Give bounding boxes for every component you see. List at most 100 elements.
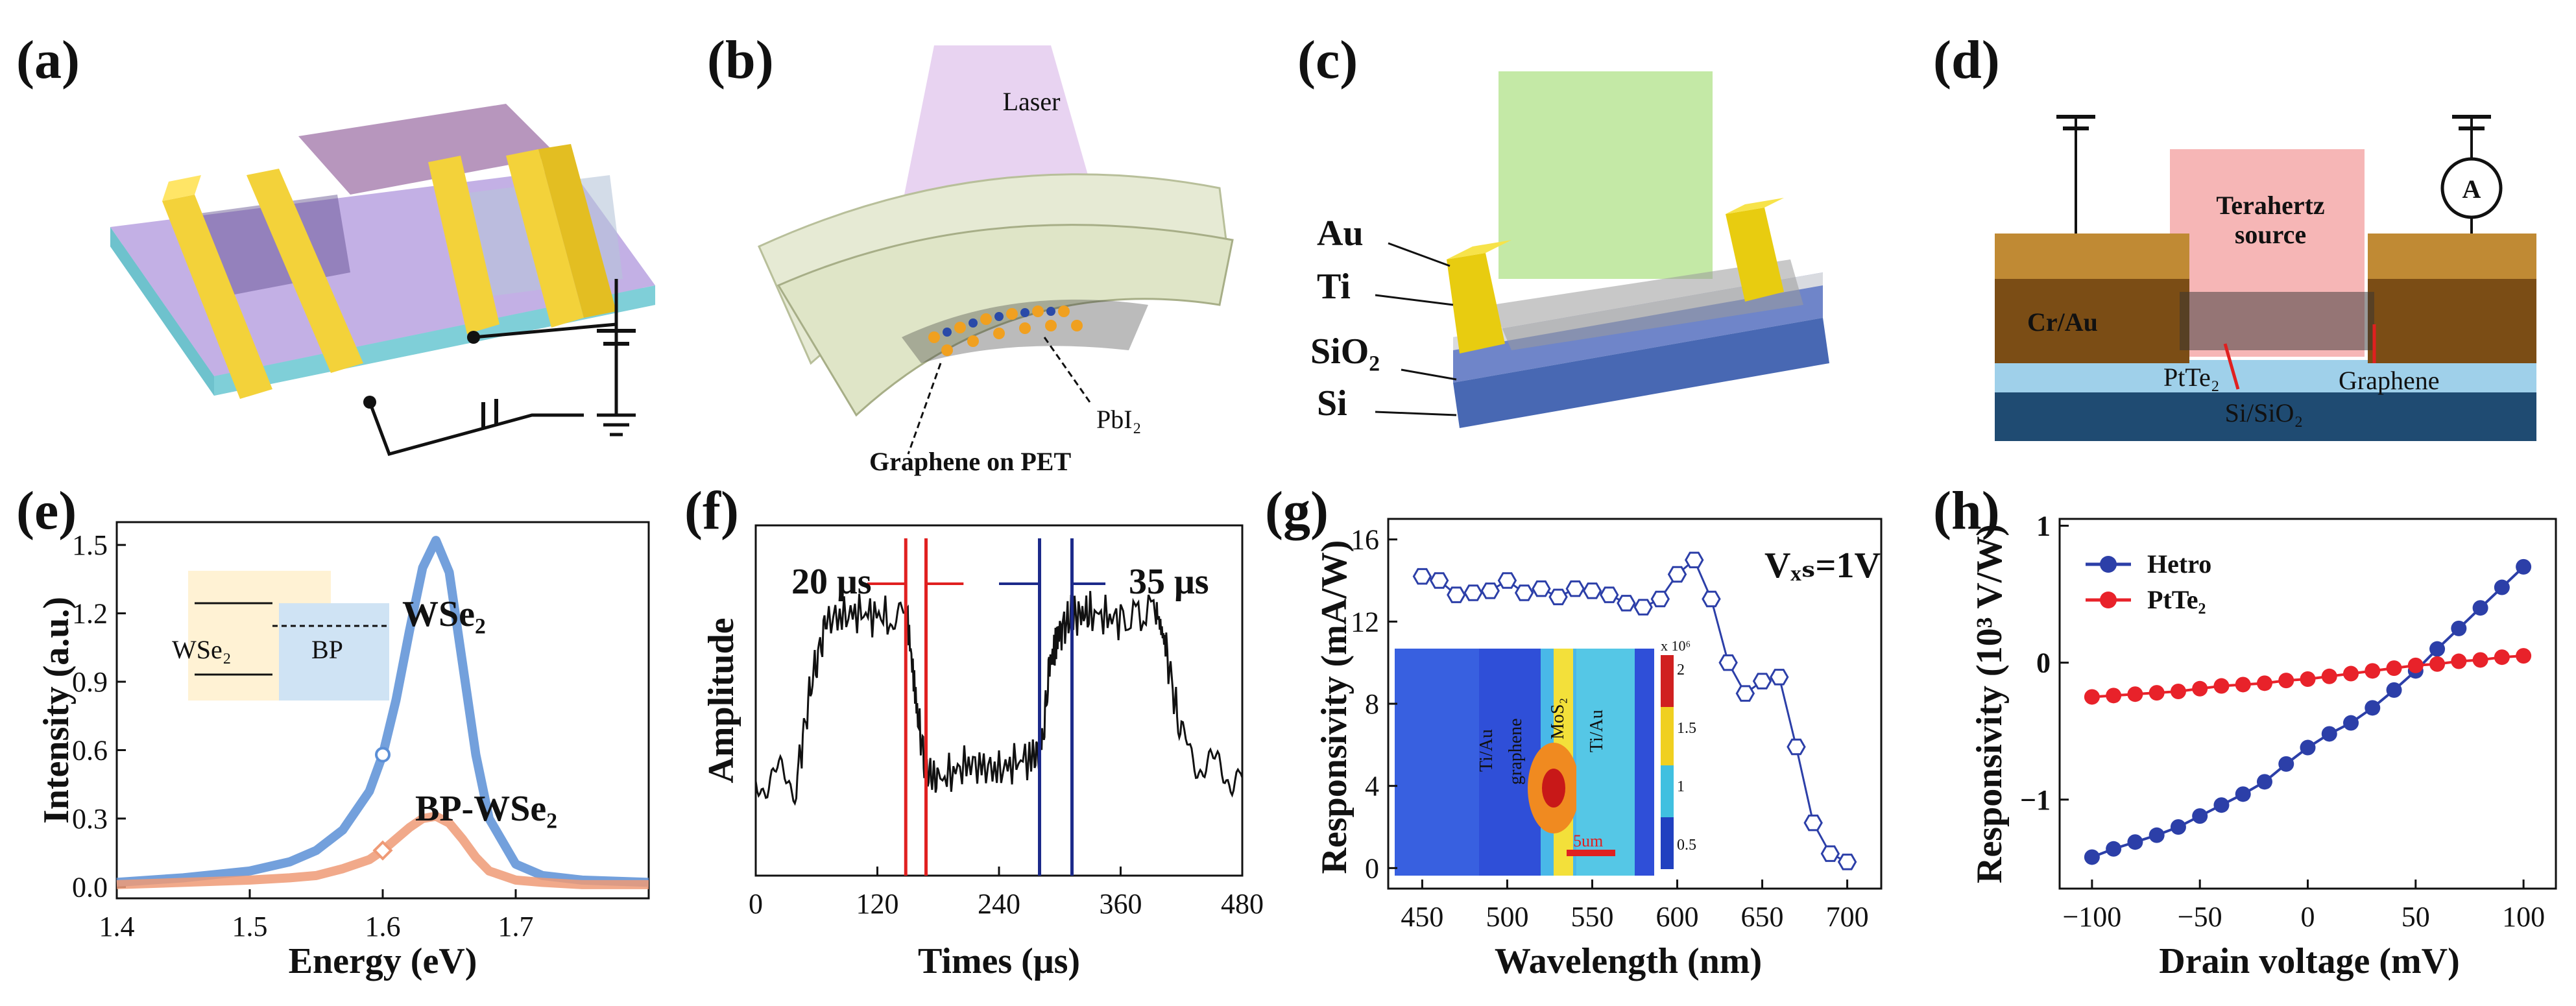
chart-h-point-hetro [2494, 579, 2510, 595]
chart-h-legend-hetro-marker [2100, 556, 2117, 573]
chart-h-point-hetro [2321, 726, 2337, 742]
chart-e-xtick-label: 1.5 [232, 911, 268, 942]
chart-f-xtick-label: 240 [978, 888, 1020, 920]
chart-h-ytick-label: 0 [2036, 647, 2051, 679]
chart-h-point-hetro [2300, 739, 2316, 756]
panel-c-layer-si: Si [1317, 383, 1347, 424]
chart-h-point-ptte2 [2256, 675, 2272, 691]
chart-f-xtick-label: 480 [1221, 888, 1264, 920]
chart-f-annotation-20us: 20 μs [791, 562, 872, 602]
panel-h-label: (h) [1933, 481, 2000, 541]
chart-h-point-hetro [2192, 808, 2208, 824]
chart-g-point [1532, 580, 1551, 597]
chart-h-frame [2058, 518, 2557, 890]
chart-h-point-hetro [2343, 715, 2359, 731]
panel-c-label: (c) [1297, 30, 1358, 90]
chart-g-point [1650, 590, 1670, 608]
chart-h-point-ptte2 [2343, 665, 2359, 682]
panel-e-inset: WSe₂ BP [172, 571, 389, 701]
chart-h-plot: −100 −50 0 50 100 1 0 −1 [2020, 510, 2545, 933]
chart-g-xtick-label: 600 [1656, 901, 1699, 933]
chart-h-point-ptte2 [2235, 677, 2251, 693]
chart-h-point-ptte2 [2429, 656, 2446, 672]
chart-h-point-ptte2 [2472, 652, 2488, 668]
chart-h-point-hetro [2256, 774, 2272, 790]
panel-d-device-illustration [1995, 115, 2536, 441]
panel-d-mat1-label: PtTe₂ [2163, 363, 2220, 392]
panel-b-material-label: PbI₂ [1096, 405, 1142, 434]
chart-h-point-hetro [2278, 756, 2294, 772]
chart-g-point [1412, 568, 1432, 585]
chart-h-xtick-label: 100 [2502, 901, 2545, 933]
panel-e-label: (e) [16, 481, 77, 541]
panel-c-layer-au: Au [1317, 213, 1364, 254]
panel-e: (e) 1.4 1.5 1.6 1.7 0.0 0.3 0.6 0.9 1.2 1.5 WSe₂ … [16, 481, 650, 981]
chart-f-series-line [754, 591, 1244, 806]
chart-g-xtick-label: 650 [1741, 901, 1784, 933]
chart-g-point [1837, 854, 1857, 870]
chart-g-ylabel: Responsivity (mA/W) [1314, 540, 1354, 874]
panel-d-source-line2: source [2235, 220, 2306, 249]
panel-d-ammeter-label: A [2462, 174, 2481, 204]
chart-g-point [1735, 685, 1755, 702]
chart-g-ytick-label: 0 [1365, 852, 1379, 884]
chart-e-series-line-wse2 [116, 536, 649, 887]
chart-e-ytick-label: 0.3 [72, 803, 108, 835]
panel-g-cbar-exponent: x 10⁶ [1661, 638, 1691, 654]
chart-g-annotation-vds: Vₓₛ=1V [1764, 545, 1881, 586]
chart-h-point-ptte2 [2386, 660, 2402, 677]
panel-h: (h) −100 −50 0 50 100 1 0 −1 Hetro PtTe₂ Drain … [1933, 481, 2557, 981]
chart-g-ytick-label: 16 [1351, 524, 1379, 556]
panel-b-device-illustration [758, 45, 1234, 455]
chart-g-xtick-label: 550 [1571, 901, 1613, 933]
panel-g-inset-label-graphene: graphene [1506, 718, 1526, 785]
chart-h-point-ptte2 [2300, 671, 2316, 687]
panel-c-layer-ti: Ti [1317, 267, 1351, 307]
chart-h-xtick-label: 0 [2301, 901, 2315, 933]
chart-e-ytick-label: 1.5 [72, 529, 108, 561]
panel-d-mat2-label: Graphene [2339, 366, 2439, 395]
chart-h-point-hetro [2516, 558, 2532, 575]
chart-e-ytick-label: 0.0 [72, 871, 108, 903]
chart-g-point [1514, 584, 1534, 601]
chart-e-series-label-wse2: WSe₂ [402, 594, 486, 634]
panel-f-label: (f) [684, 481, 739, 541]
chart-e-xtick-label: 1.6 [365, 911, 401, 942]
chart-g-ytick-label: 12 [1351, 606, 1379, 638]
panel-a-device-illustration [110, 104, 655, 457]
panel-g-inset-label-mos2: MoS₂ [1548, 698, 1568, 739]
chart-e-marker-bpwse2 [372, 840, 393, 861]
chart-h-point-ptte2 [2494, 649, 2510, 665]
chart-g-xlabel: Wavelength (nm) [1495, 941, 1762, 981]
panel-a-label: (a) [16, 30, 80, 90]
panel-d-substrate-label: Si/SiO₂ [2225, 398, 2304, 427]
panel-b-label: (b) [707, 30, 774, 90]
chart-g-point [1752, 673, 1772, 689]
chart-h-point-hetro [2106, 841, 2122, 857]
chart-h-point-hetro [2170, 819, 2186, 835]
chart-h-point-ptte2 [2321, 668, 2337, 684]
panel-b-laser-label: Laser [1003, 87, 1061, 116]
chart-f-ylabel: Amplitude [701, 617, 741, 783]
panel-d-source-line1: Terahertz [2216, 191, 2324, 220]
panel-g-cbar-tick-1: 1 [1677, 778, 1685, 795]
chart-g-point [1617, 595, 1636, 612]
panel-g-cbar-tick-2: 2 [1677, 662, 1685, 678]
panel-c-layer-sio2: SiO₂ [1310, 331, 1380, 372]
chart-f-xtick-label: 0 [749, 888, 763, 920]
chart-g-xtick-label: 500 [1486, 901, 1528, 933]
chart-g-ytick-label: 8 [1365, 688, 1379, 720]
chart-g-point [1447, 586, 1466, 603]
chart-f-xlabel: Times (μs) [918, 941, 1080, 981]
panel-g-inset-label-tiau-right: Ti/Au [1587, 710, 1607, 752]
chart-g-point [1497, 572, 1517, 589]
chart-h-point-ptte2 [2407, 657, 2424, 673]
chart-h-point-hetro [2149, 827, 2165, 843]
chart-g-xtick-label: 700 [1826, 901, 1869, 933]
chart-h-point-hetro [2235, 786, 2251, 802]
chart-h-xtick-label: −100 [2062, 901, 2121, 933]
chart-h-point-ptte2 [2451, 653, 2467, 669]
chart-h-legend-hetro: Hetro [2147, 549, 2211, 579]
chart-h-legend-ptte2: PtTe₂ [2147, 585, 2206, 614]
